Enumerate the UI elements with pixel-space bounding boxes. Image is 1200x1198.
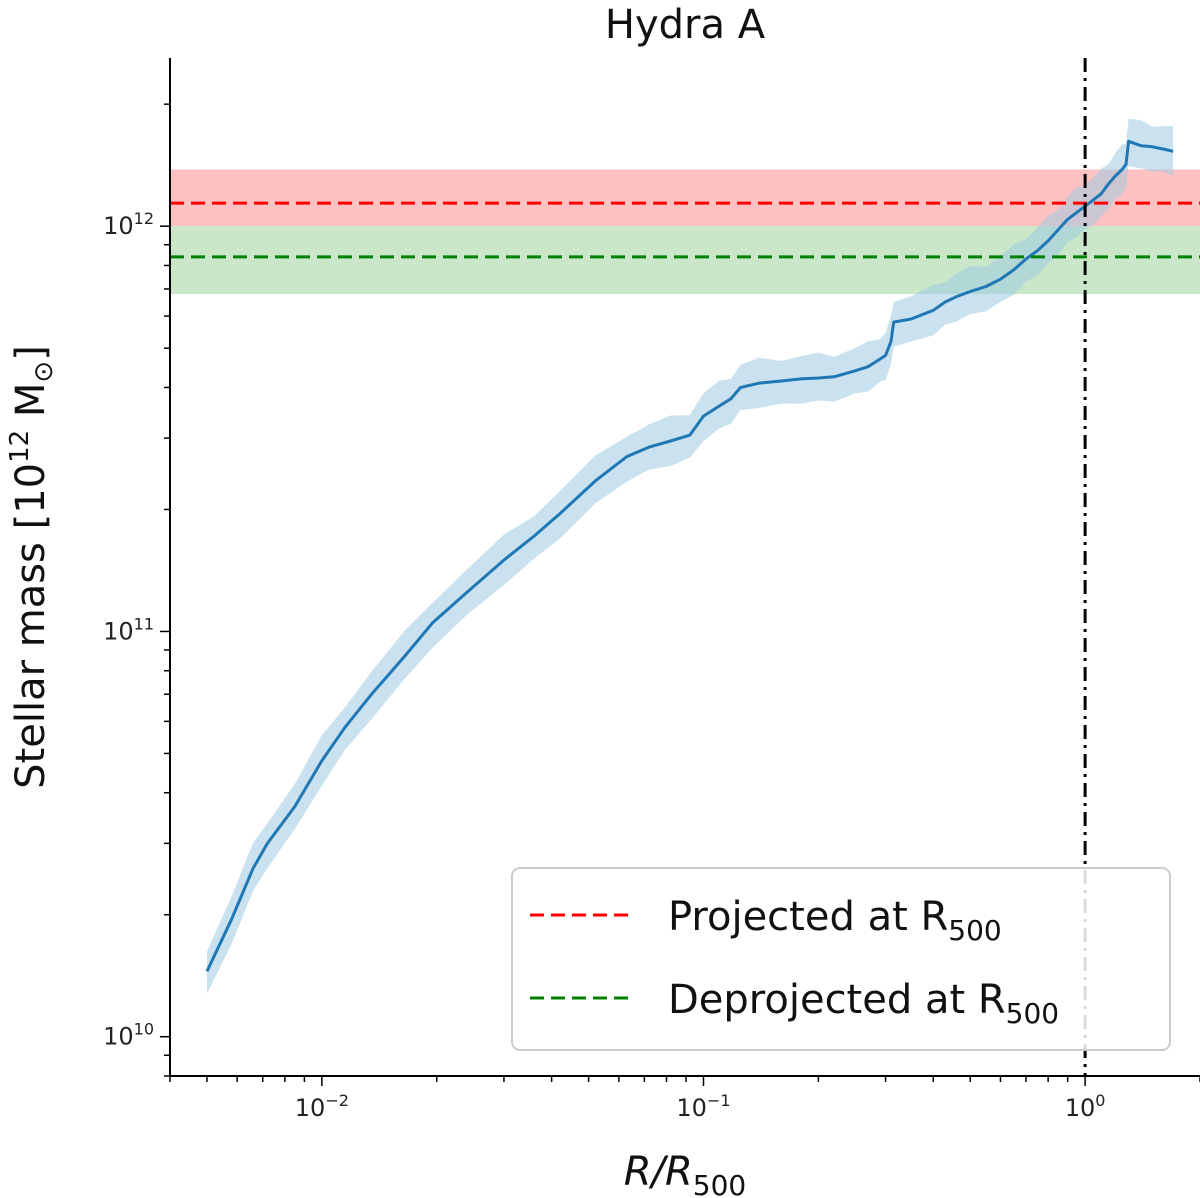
axes-frame	[169, 58, 1200, 1077]
legend-label-deprojected: Deprojected at R500	[668, 977, 1059, 1030]
y-tick-label: 1011	[103, 614, 154, 645]
y-axis-ticks: 1010 1011 1012	[103, 103, 170, 1077]
projected-error-band	[170, 169, 1200, 227]
legend-box	[511, 867, 1171, 1051]
x-tick-label: 10−2	[295, 1091, 349, 1122]
legend: Projected at R500 Deprojected at R500	[511, 867, 1171, 1051]
y-axis-label: Stellar mass [1012 M⊙]	[5, 345, 59, 789]
y-tick-label: 1012	[103, 209, 154, 240]
x-tick-label: 10−1	[676, 1091, 730, 1122]
legend-label-projected: Projected at R500	[668, 894, 1002, 947]
stellar-mass-line	[205, 139, 1174, 972]
stellar-mass-error-band	[207, 118, 1174, 994]
x-axis-ticks: 10−2 10−1 100	[169, 1076, 1200, 1122]
y-tick-label: 1010	[103, 1020, 154, 1051]
chart-title: Hydra A	[605, 2, 766, 48]
plot-area	[170, 58, 1200, 1076]
x-axis-label: R/R500	[624, 1149, 747, 1198]
x-tick-label: 100	[1065, 1091, 1106, 1122]
